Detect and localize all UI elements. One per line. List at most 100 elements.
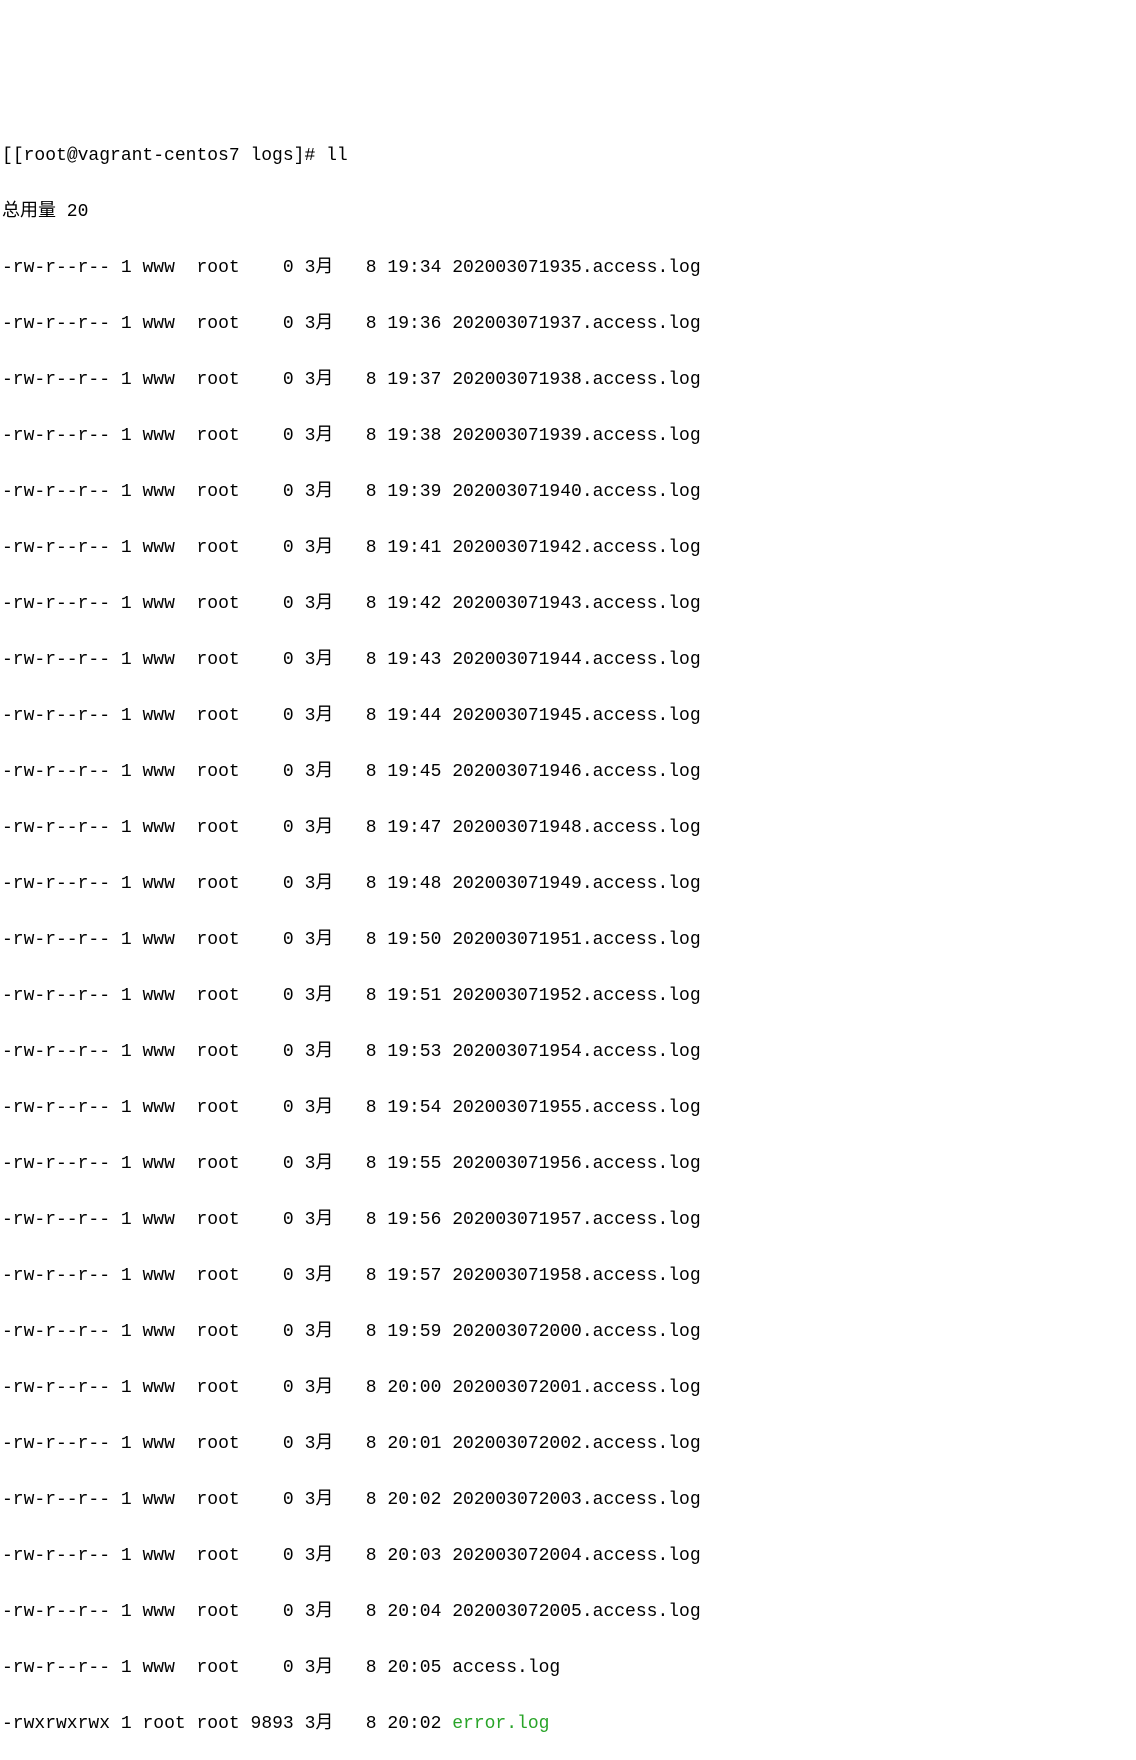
file-perms: -rw-r--r-- xyxy=(2,1378,110,1398)
file-perms: -rw-r--r-- xyxy=(2,538,110,558)
list-row: -rw-r--r-- 1 www root 0 3月 8 20:03 20200… xyxy=(2,1542,1134,1570)
file-size: 0 xyxy=(251,1322,294,1342)
list-row: -rw-r--r-- 1 www root 0 3月 8 19:44 20200… xyxy=(2,702,1134,730)
file-month: 3月 xyxy=(305,1602,355,1622)
file-links: 1 xyxy=(121,1658,132,1678)
file-perms: -rw-r--r-- xyxy=(2,1658,110,1678)
file-size: 0 xyxy=(251,1098,294,1118)
file-group: root xyxy=(197,1546,240,1566)
file-group: root xyxy=(197,1434,240,1454)
file-owner: www xyxy=(142,1434,185,1454)
file-group: root xyxy=(197,314,240,334)
file-size: 0 xyxy=(251,930,294,950)
file-perms: -rw-r--r-- xyxy=(2,1266,110,1286)
prompt-prefix: [ xyxy=(2,146,13,166)
file-day: 8 xyxy=(355,1658,377,1678)
file-listing: -rw-r--r-- 1 www root 0 3月 8 19:34 20200… xyxy=(2,254,1134,1760)
file-group: root xyxy=(197,1658,240,1678)
file-time: 19:42 xyxy=(387,594,441,614)
file-name: 202003071955.access.log xyxy=(452,1098,700,1118)
file-time: 20:04 xyxy=(387,1602,441,1622)
file-time: 19:36 xyxy=(387,314,441,334)
file-owner: www xyxy=(142,1546,185,1566)
file-size: 9893 xyxy=(251,1714,294,1734)
file-links: 1 xyxy=(121,1714,132,1734)
file-owner: www xyxy=(142,650,185,670)
file-time: 19:38 xyxy=(387,426,441,446)
file-day: 8 xyxy=(355,818,377,838)
file-day: 8 xyxy=(355,1322,377,1342)
list-row: -rw-r--r-- 1 www root 0 3月 8 19:43 20200… xyxy=(2,646,1134,674)
file-name-executable: error.log xyxy=(452,1714,549,1734)
file-month: 3月 xyxy=(305,818,355,838)
list-row: -rw-r--r-- 1 www root 0 3月 8 19:48 20200… xyxy=(2,870,1134,898)
file-name: 202003071945.access.log xyxy=(452,706,700,726)
file-month: 3月 xyxy=(305,1658,355,1678)
file-owner: www xyxy=(142,258,185,278)
list-row: -rw-r--r-- 1 www root 0 3月 8 19:42 20200… xyxy=(2,590,1134,618)
file-day: 8 xyxy=(355,986,377,1006)
file-day: 8 xyxy=(355,1434,377,1454)
file-month: 3月 xyxy=(305,650,355,670)
file-month: 3月 xyxy=(305,1714,355,1734)
file-links: 1 xyxy=(121,482,132,502)
list-row: -rw-r--r-- 1 www root 0 3月 8 19:55 20200… xyxy=(2,1150,1134,1178)
file-owner: www xyxy=(142,1658,185,1678)
file-month: 3月 xyxy=(305,762,355,782)
file-size: 0 xyxy=(251,1378,294,1398)
file-day: 8 xyxy=(355,1490,377,1510)
file-day: 8 xyxy=(355,1210,377,1230)
file-month: 3月 xyxy=(305,1266,355,1286)
file-time: 20:00 xyxy=(387,1378,441,1398)
file-month: 3月 xyxy=(305,482,355,502)
file-month: 3月 xyxy=(305,1210,355,1230)
file-name: 202003072005.access.log xyxy=(452,1602,700,1622)
file-perms: -rwxrwxrwx xyxy=(2,1714,110,1734)
file-group: root xyxy=(197,1378,240,1398)
file-size: 0 xyxy=(251,1658,294,1678)
file-size: 0 xyxy=(251,1266,294,1286)
file-time: 19:48 xyxy=(387,874,441,894)
summary-line: 总用量 20 xyxy=(2,198,1134,226)
file-month: 3月 xyxy=(305,258,355,278)
file-name: 202003071937.access.log xyxy=(452,314,700,334)
file-month: 3月 xyxy=(305,314,355,334)
file-name: 202003071946.access.log xyxy=(452,762,700,782)
file-month: 3月 xyxy=(305,986,355,1006)
list-row: -rw-r--r-- 1 www root 0 3月 8 19:36 20200… xyxy=(2,310,1134,338)
file-day: 8 xyxy=(355,1714,377,1734)
file-time: 19:44 xyxy=(387,706,441,726)
file-perms: -rw-r--r-- xyxy=(2,1546,110,1566)
file-time: 19:56 xyxy=(387,1210,441,1230)
file-size: 0 xyxy=(251,594,294,614)
file-perms: -rw-r--r-- xyxy=(2,706,110,726)
list-row: -rw-r--r-- 1 www root 0 3月 8 20:05 acces… xyxy=(2,1654,1134,1682)
file-group: root xyxy=(197,1266,240,1286)
file-day: 8 xyxy=(355,930,377,950)
file-links: 1 xyxy=(121,1266,132,1286)
file-size: 0 xyxy=(251,538,294,558)
file-size: 0 xyxy=(251,818,294,838)
file-links: 1 xyxy=(121,1546,132,1566)
file-links: 1 xyxy=(121,986,132,1006)
file-perms: -rw-r--r-- xyxy=(2,1042,110,1062)
file-group: root xyxy=(197,1210,240,1230)
file-day: 8 xyxy=(355,426,377,446)
file-owner: www xyxy=(142,986,185,1006)
file-month: 3月 xyxy=(305,1042,355,1062)
file-size: 0 xyxy=(251,1210,294,1230)
file-links: 1 xyxy=(121,1434,132,1454)
file-name: 202003072003.access.log xyxy=(452,1490,700,1510)
file-name: 202003071939.access.log xyxy=(452,426,700,446)
file-links: 1 xyxy=(121,1378,132,1398)
list-row: -rw-r--r-- 1 www root 0 3月 8 20:00 20200… xyxy=(2,1374,1134,1402)
file-month: 3月 xyxy=(305,1098,355,1118)
file-month: 3月 xyxy=(305,538,355,558)
terminal-output[interactable]: [[root@vagrant-centos7 logs]# ll 总用量 20 … xyxy=(2,114,1134,1760)
file-perms: -rw-r--r-- xyxy=(2,1602,110,1622)
file-size: 0 xyxy=(251,1154,294,1174)
file-day: 8 xyxy=(355,370,377,390)
file-perms: -rw-r--r-- xyxy=(2,594,110,614)
list-row: -rw-r--r-- 1 www root 0 3月 8 19:50 20200… xyxy=(2,926,1134,954)
file-time: 19:45 xyxy=(387,762,441,782)
